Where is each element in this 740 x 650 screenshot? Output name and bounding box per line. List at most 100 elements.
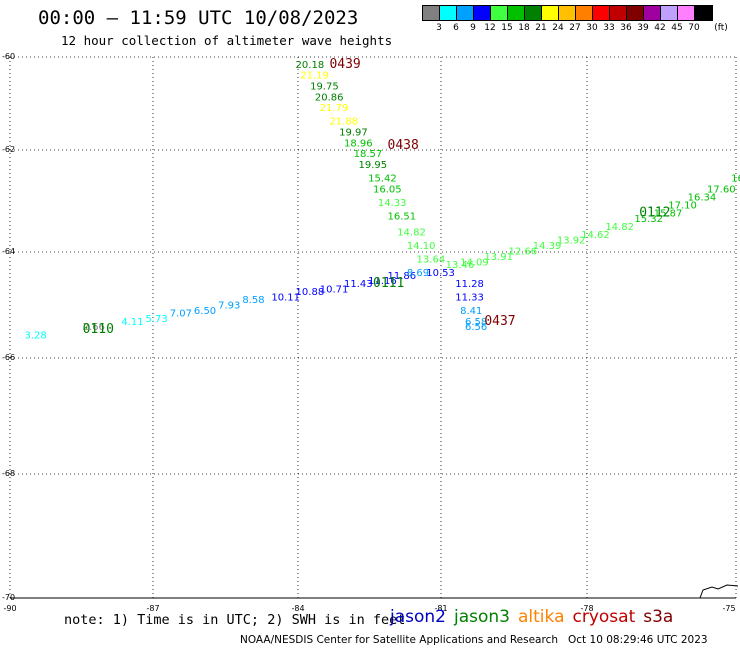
pass-time-label: 0110 <box>83 322 114 337</box>
pass-time-label: 0438 <box>388 138 419 153</box>
mission-s3a: s3a <box>643 607 674 627</box>
map-title: 00:00 – 11:59 UTC 10/08/2023 <box>38 7 359 29</box>
legend-bin-label: 24 <box>552 23 564 33</box>
swh-value-cryosat: 19.95 <box>358 160 387 171</box>
time-labels: 0439 0438 0112 0111 0437 0110 <box>83 57 671 337</box>
legend-bin-label: 45 <box>671 23 683 33</box>
swh-value-s3a: 12.66 <box>509 246 538 257</box>
lat-tick-label: -62 <box>2 145 16 154</box>
swh-value-s3a: 3.28 <box>25 330 47 341</box>
pass-time-label: 0437 <box>484 314 515 329</box>
footer-note: note: 1) Time is in UTC; 2) SWH is in fe… <box>64 612 406 628</box>
swh-value-cryosat: 6.58 <box>465 317 487 328</box>
swh-value-cryosat: 16.51 <box>388 211 417 222</box>
swh-value-s3a: 4.11 <box>121 317 143 328</box>
lat-tick-label: -60 <box>2 52 16 61</box>
lat-tick-label: -64 <box>2 247 16 256</box>
swh-value-s3a: 7.93 <box>218 301 240 312</box>
swh-value-cryosat: 16.05 <box>373 184 402 195</box>
legend-bin-label: 9 <box>470 23 476 33</box>
legend-swatch <box>576 6 593 20</box>
swh-value-s3a: 2.66 <box>83 322 105 333</box>
legend-swatch <box>695 6 712 20</box>
legend-swatch <box>610 6 627 20</box>
legend-swatch <box>678 6 695 20</box>
swh-value-s3a: 14.62 <box>581 230 610 241</box>
legend-labels: 3 6 9 12 15 18 21 24 27 30 33 36 39 42 45 70 (ft) <box>422 21 728 33</box>
mission-altika: altika <box>518 607 565 627</box>
swh-value-s3a: 17.60 <box>707 184 736 195</box>
swh-value-cryosat: 10.53 <box>426 268 455 279</box>
swh-value-s3a: 16.81 <box>731 173 740 184</box>
swh-value-s3a: 17.10 <box>668 200 697 211</box>
lon-tick-label: -81 <box>434 604 448 613</box>
mission-jason2: jason2 <box>390 607 446 627</box>
lon-tick-label: -90 <box>3 604 17 613</box>
coastline <box>699 584 739 599</box>
swh-value-cryosat: 18.96 <box>344 138 373 149</box>
swh-value-s3a: 11.43 <box>344 279 373 290</box>
legend-bin-label: 33 <box>603 23 615 33</box>
legend-swatch <box>474 6 491 20</box>
lat-tick-label: -66 <box>2 353 16 362</box>
swh-value-cryosat: 15.42 <box>368 173 397 184</box>
legend-swatches <box>422 5 713 21</box>
swh-value-cryosat: 14.82 <box>397 228 426 239</box>
swh-value-s3a: 8.69 <box>407 268 429 279</box>
legend-bin-label: 39 <box>637 23 649 33</box>
legend-swatch <box>440 6 457 20</box>
legend-bin-label: 21 <box>535 23 547 33</box>
legend-swatch <box>457 6 474 20</box>
legend-bin-label: 6 <box>453 23 459 33</box>
legend-swatch <box>627 6 644 20</box>
swh-value-cryosat: 14.33 <box>378 198 407 209</box>
swh-value-cryosat: 19.75 <box>310 81 339 92</box>
lon-tick-label: -84 <box>291 604 305 613</box>
credit-text: NOAA/NESDIS Center for Satellite Applica… <box>240 634 558 646</box>
swh-value-s3a: 13.91 <box>484 252 513 263</box>
legend-bin-label: 27 <box>569 23 581 33</box>
swh-value-cryosat: 8.41 <box>460 306 482 317</box>
swh-value-cryosat: 13.64 <box>417 255 446 266</box>
swh-value-s3a: 14.09 <box>460 257 489 268</box>
lon-tick-label: -78 <box>580 604 594 613</box>
swh-value-s3a: 13.46 <box>446 260 475 271</box>
legend-swatch <box>542 6 559 20</box>
swh-value-s3a: 11.16 <box>368 276 397 287</box>
swh-value-s3a: 14.82 <box>605 222 634 233</box>
swh-value-s3a: 11.86 <box>388 271 417 282</box>
swh-value-cryosat: 6.56 <box>465 322 487 333</box>
pass-time-label: 0111 <box>373 276 404 291</box>
legend-bin-label: 36 <box>620 23 632 33</box>
swh-value-s3a: 13.92 <box>557 236 586 247</box>
swh-value-s3a: 5.73 <box>146 314 168 325</box>
legend-bin-label: 18 <box>518 23 530 33</box>
swh-value-cryosat: 19.97 <box>339 127 368 138</box>
timestamp: Oct 10 08:29:46 UTC 2023 <box>568 634 708 646</box>
legend-swatch <box>661 6 678 20</box>
swh-value-cryosat: 18.57 <box>354 149 383 160</box>
legend-unit: (ft) <box>714 23 728 33</box>
swh-value-cryosat: 21.88 <box>329 117 358 128</box>
legend-bin-label: 30 <box>586 23 598 33</box>
pass-time-label: 0112 <box>639 206 670 221</box>
map-subtitle: 12 hour collection of altimeter wave hei… <box>61 33 393 48</box>
swh-value-s3a: 14.39 <box>533 241 562 252</box>
pass-time-label: 0439 <box>329 57 360 72</box>
legend-swatch <box>423 6 440 20</box>
swh-value-s3a: 10.11 <box>271 292 300 303</box>
swh-value-cryosat: 20.86 <box>315 92 344 103</box>
swh-value-cryosat: 11.28 <box>455 279 484 290</box>
swh-value-s3a: 6.50 <box>194 306 216 317</box>
legend-bin-label: 3 <box>436 23 442 33</box>
legend-swatch <box>508 6 525 20</box>
legend-swatch <box>644 6 661 20</box>
swh-value-cryosat: 11.33 <box>455 292 484 303</box>
lon-tick-label: -75 <box>722 604 736 613</box>
legend-swatch <box>525 6 542 20</box>
lon-tick-label: -87 <box>146 604 160 613</box>
swh-value-s3a: 15.32 <box>634 214 663 225</box>
swh-value-s3a: 7.07 <box>170 309 192 320</box>
